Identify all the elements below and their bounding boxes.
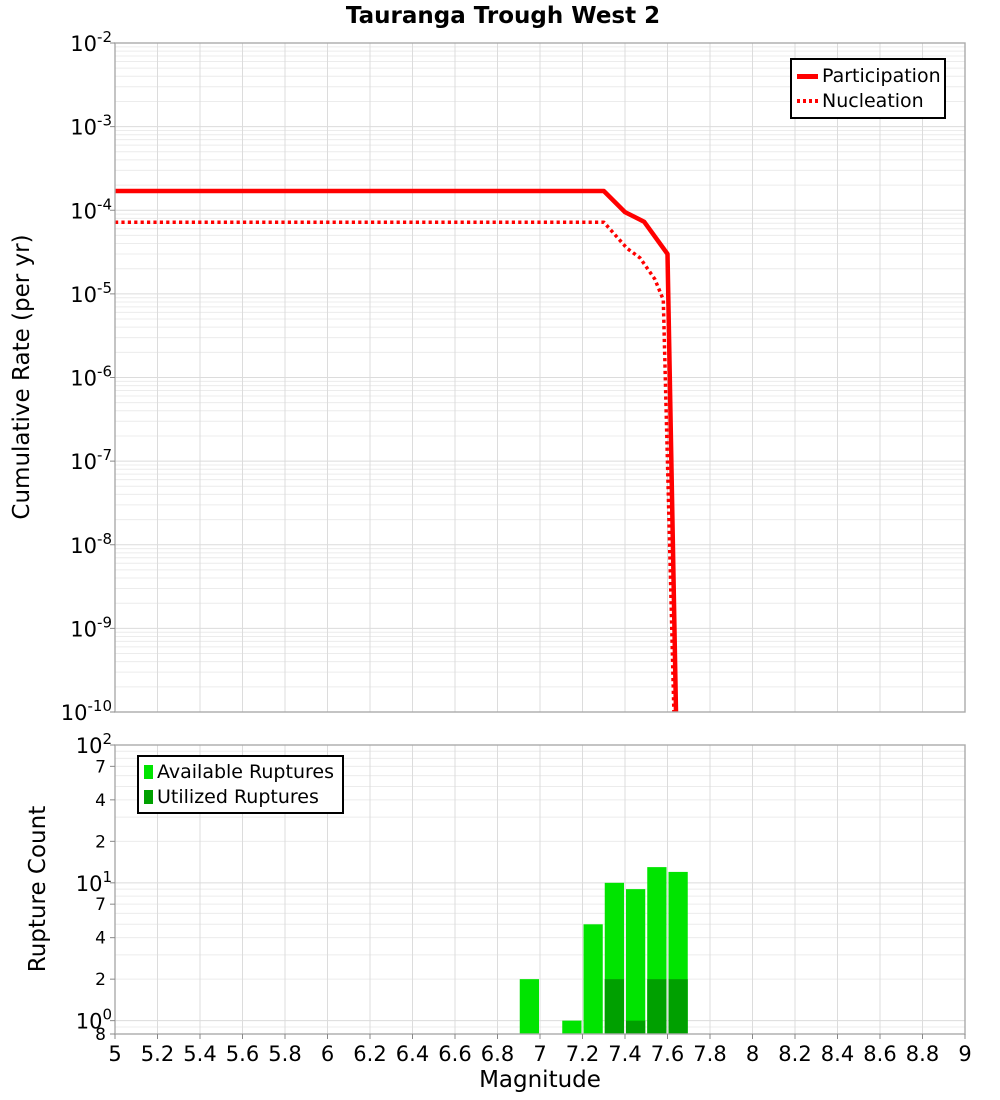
bar xyxy=(647,979,667,1034)
y-tick-label: 10-4 xyxy=(70,195,112,223)
y-tick-label: 2 xyxy=(95,832,106,852)
y-tick-label: 102 xyxy=(76,730,112,758)
participation-line xyxy=(115,188,679,713)
bottom-y-axis-label: Rupture Count xyxy=(25,805,51,973)
utilized-bars xyxy=(604,979,688,1034)
bar xyxy=(668,979,688,1034)
x-tick-label: 7.2 xyxy=(566,1042,599,1066)
y-tick-label: 10-5 xyxy=(70,279,112,307)
nucleation-line-sample xyxy=(797,99,818,103)
x-tick-label: 8 xyxy=(746,1042,759,1066)
top-legend: Participation Nucleation xyxy=(790,58,946,119)
legend-label: Nucleation xyxy=(822,90,924,112)
x-tick-label: 5 xyxy=(108,1042,121,1066)
bottom-panel-gridlines xyxy=(115,745,965,1034)
legend-label: Utilized Ruptures xyxy=(157,785,319,808)
legend-item-nucleation: Nucleation xyxy=(797,90,939,112)
x-tick-label: 6.8 xyxy=(481,1042,514,1066)
available-ruptures-marker xyxy=(144,765,153,780)
y-tick-label: 4 xyxy=(95,791,106,811)
x-tick-label: 6.4 xyxy=(396,1042,429,1066)
bar xyxy=(626,889,646,1034)
top-y-axis-label: Cumulative Rate (per yr) xyxy=(9,234,35,520)
x-tick-label: 8.8 xyxy=(906,1042,939,1066)
x-tick-label: 8.4 xyxy=(821,1042,854,1066)
nucleation-line xyxy=(115,220,676,713)
bottom-legend: Available Ruptures Utilized Ruptures xyxy=(137,755,344,814)
bar xyxy=(626,1020,646,1034)
y-tick-label: 10-3 xyxy=(70,112,112,140)
chart-title: Tauranga Trough West 2 xyxy=(345,3,661,29)
y-tick-label: 2 xyxy=(95,970,106,990)
bar xyxy=(583,924,603,1034)
participation-line-sample xyxy=(797,73,818,79)
legend-label: Available Ruptures xyxy=(157,761,334,784)
bar xyxy=(604,979,624,1034)
top-panel-gridlines xyxy=(115,43,965,712)
y-tick-label: 10-9 xyxy=(70,613,112,641)
y-tick-label: 7 xyxy=(95,757,106,777)
y-tick-label: 10-6 xyxy=(70,363,112,391)
x-axis-label: Magnitude xyxy=(479,1067,601,1093)
y-tick-label: 8 xyxy=(95,1025,106,1045)
bar xyxy=(562,1020,582,1034)
y-tick-label: 10-10 xyxy=(61,697,112,725)
bar xyxy=(519,979,539,1034)
legend-item-participation: Participation xyxy=(797,65,941,87)
legend-label: Participation xyxy=(822,65,941,87)
y-tick-label: 10-7 xyxy=(70,446,112,474)
x-tick-label: 7.6 xyxy=(651,1042,684,1066)
x-tick-label: 6 xyxy=(321,1042,334,1066)
x-tick-label: 5.2 xyxy=(141,1042,174,1066)
x-tick-label: 7 xyxy=(533,1042,546,1066)
top-panel: 10-2 10-3 10-4 10-5 10-6 10-7 10-8 10-9 10-10 xyxy=(61,28,966,725)
y-tick-label: 10-8 xyxy=(70,530,112,558)
x-tick-label: 9 xyxy=(958,1042,971,1066)
legend-item-utilized-ruptures: Utilized Ruptures xyxy=(144,786,337,808)
y-tick-label: 10-2 xyxy=(70,28,112,56)
y-tick-label: 4 xyxy=(95,929,106,949)
y-tick-label: 7 xyxy=(95,895,106,915)
legend-item-available-ruptures: Available Ruptures xyxy=(144,761,337,783)
x-tick-label: 6.6 xyxy=(438,1042,471,1066)
x-tick-label: 8.6 xyxy=(863,1042,896,1066)
x-tick-label: 6.2 xyxy=(353,1042,386,1066)
y-tick-label: 101 xyxy=(76,868,112,896)
x-tick-label: 8.2 xyxy=(778,1042,811,1066)
x-tick-labels: 5 5.2 5.4 5.6 5.8 6 6.2 6.4 6.6 6.8 7 7.2 7.4 7.6 7.8 8… xyxy=(108,1034,972,1066)
x-tick-label: 7.4 xyxy=(608,1042,641,1066)
x-tick-label: 5.4 xyxy=(183,1042,216,1066)
utilized-ruptures-marker xyxy=(144,789,153,804)
x-tick-label: 5.8 xyxy=(268,1042,301,1066)
top-panel-y-tick-labels: 10-2 10-3 10-4 10-5 10-6 10-7 10-8 10-9 10-10 xyxy=(61,28,115,725)
x-tick-label: 5.6 xyxy=(226,1042,259,1066)
y-tick-label: 100 xyxy=(76,1006,112,1034)
x-tick-label: 7.8 xyxy=(693,1042,726,1066)
